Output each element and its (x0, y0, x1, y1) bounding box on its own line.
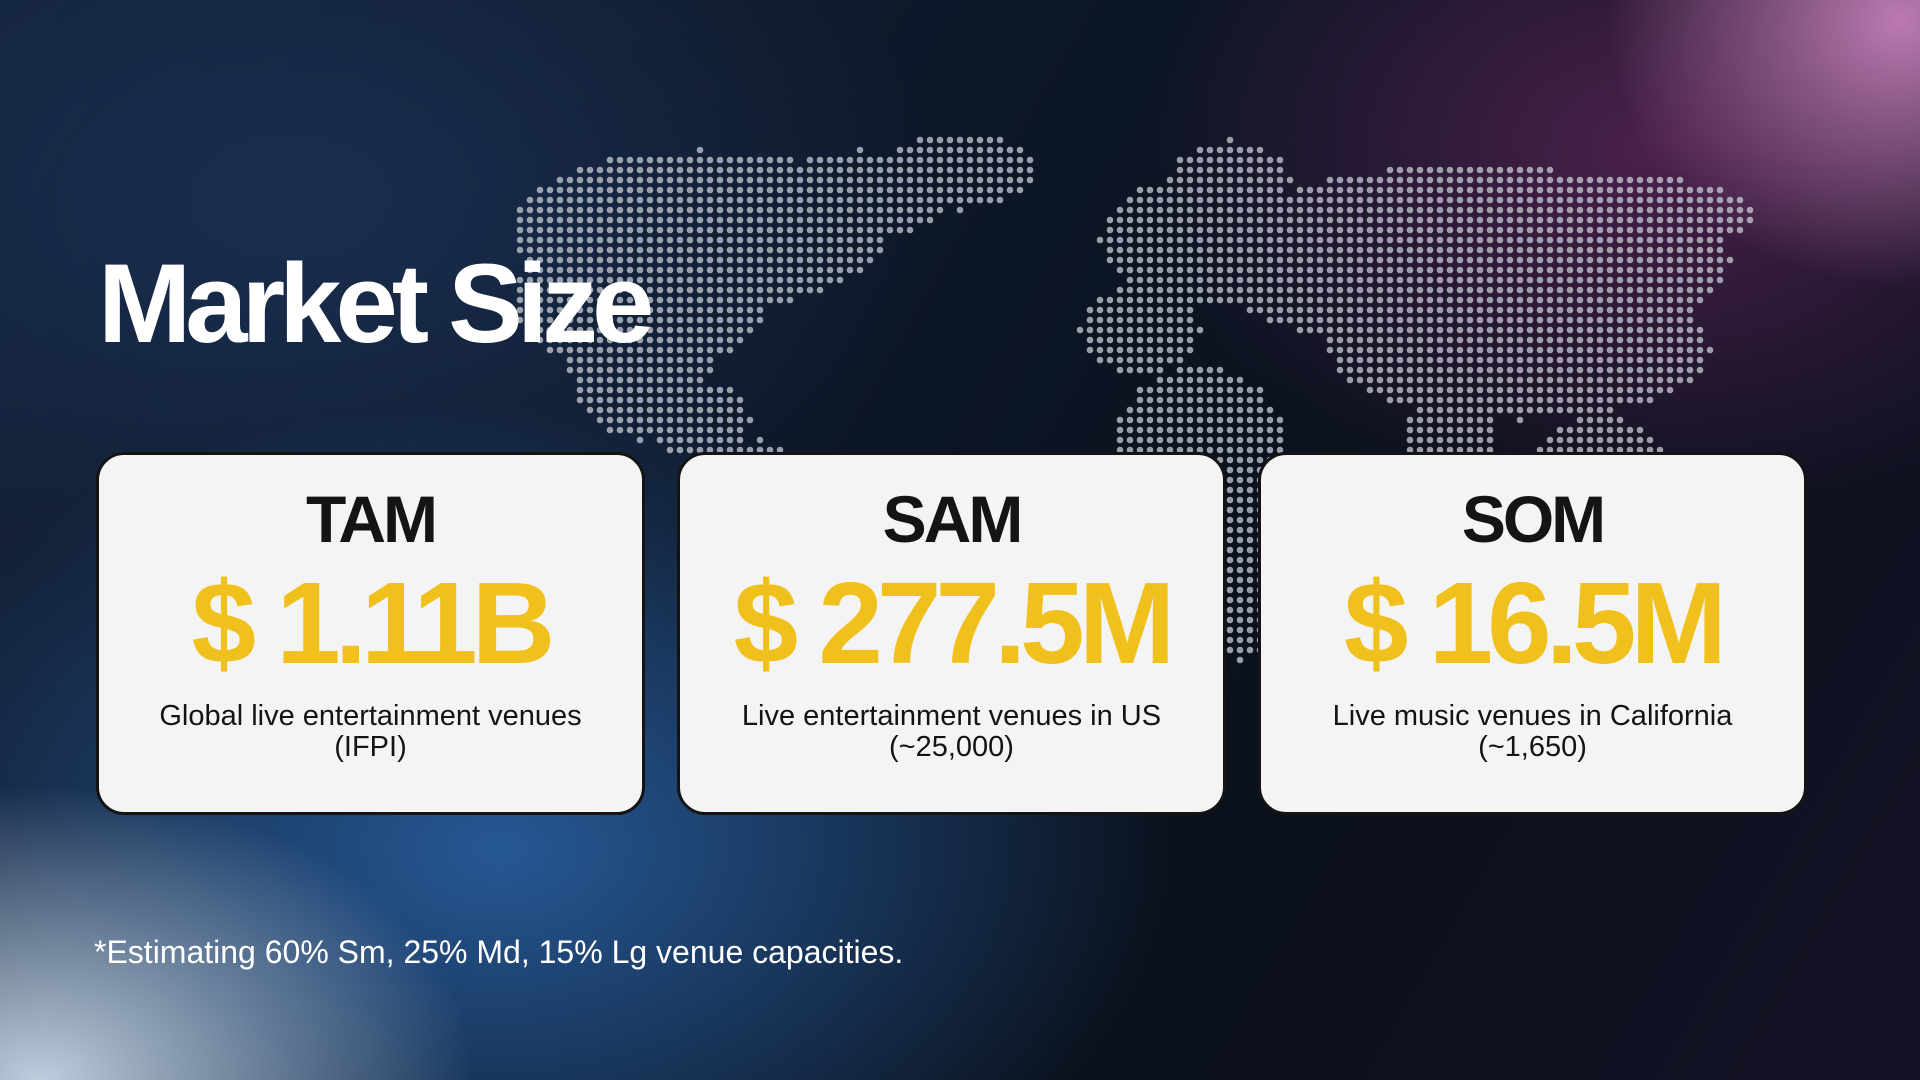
som-description-line2: (~1,650) (1478, 731, 1587, 763)
tam-description-line2: (IFPI) (334, 731, 407, 763)
sam-label: SAM (882, 482, 1024, 556)
som-label: SOM (1461, 482, 1606, 556)
som-description: Live music venues in California (~1,650) (1261, 701, 1804, 763)
tam-card: TAM $ 1.11B Global live entertainment ve… (96, 452, 645, 815)
som-description-line1: Live music venues in California (1332, 700, 1733, 732)
tam-value: $ 1.11B (191, 558, 556, 688)
sam-description-line1: Live entertainment venues in US (741, 700, 1162, 732)
sam-description: Live entertainment venues in US (~25,000… (680, 701, 1223, 763)
sam-card: SAM $ 277.5M Live entertainment venues i… (677, 452, 1226, 815)
tam-description: Global live entertainment venues (IFPI) (99, 701, 642, 763)
sam-value: $ 277.5M (733, 558, 1176, 688)
footnote: *Estimating 60% Sm, 25% Md, 15% Lg venue… (94, 934, 904, 970)
sam-description-line2: (~25,000) (889, 731, 1014, 763)
tam-description-line1: Global live entertainment venues (159, 700, 582, 732)
som-card: SOM $ 16.5M Live music venues in Califor… (1258, 452, 1807, 815)
page-title: Market Size (98, 241, 654, 366)
tam-label: TAM (305, 482, 438, 556)
som-value: $ 16.5M (1343, 558, 1727, 688)
